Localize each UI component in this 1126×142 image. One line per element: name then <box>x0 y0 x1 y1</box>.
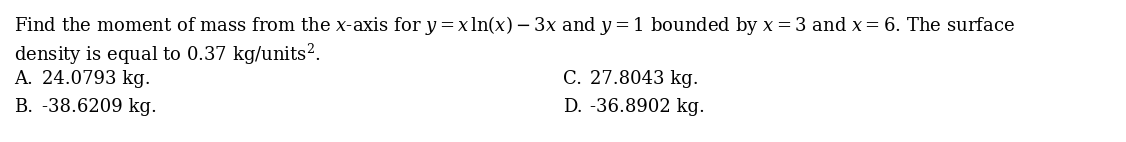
Text: Find the moment of mass from the $x$-axis for $y = x\,\ln(x) - 3x$ and $y = 1$ b: Find the moment of mass from the $x$-axi… <box>14 14 1015 37</box>
Text: D.: D. <box>563 98 582 116</box>
Text: 27.8043 kg.: 27.8043 kg. <box>590 70 698 88</box>
Text: A.: A. <box>14 70 33 88</box>
Text: 24.0793 kg.: 24.0793 kg. <box>42 70 151 88</box>
Text: C.: C. <box>563 70 582 88</box>
Text: B.: B. <box>14 98 33 116</box>
Text: density is equal to 0.37 kg/units$^{2}$.: density is equal to 0.37 kg/units$^{2}$. <box>14 42 321 67</box>
Text: -38.6209 kg.: -38.6209 kg. <box>42 98 157 116</box>
Text: -36.8902 kg.: -36.8902 kg. <box>590 98 705 116</box>
